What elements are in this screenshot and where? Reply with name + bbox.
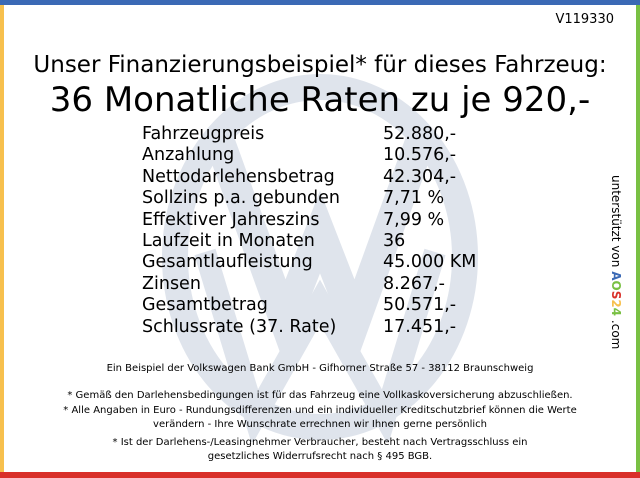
brand-letter: 4 xyxy=(609,307,623,317)
brand-letter: 2 xyxy=(609,299,623,308)
row-label: Nettodarlehensbetrag xyxy=(142,166,335,187)
row-label: Schlussrate (37. Rate) xyxy=(142,316,337,337)
brand-letter: A xyxy=(609,271,623,281)
row-label: Gesamtlaufleistung xyxy=(142,252,313,273)
row-value: 45.000 KM xyxy=(383,252,477,273)
row-label: Anzahlung xyxy=(142,145,235,166)
bank-line: Ein Beispiel der Volkswagen Bank GmbH - … xyxy=(106,363,534,374)
brand-letter: O xyxy=(609,280,623,291)
row-value: 50.571,- xyxy=(383,295,457,316)
row-value: 42.304,- xyxy=(383,166,457,187)
row-label: Gesamtbetrag xyxy=(142,295,268,316)
title-line2: 36 Monatliche Raten zu je 920,- xyxy=(49,80,591,120)
row-value: 52.880,- xyxy=(383,124,457,144)
row-label: Zinsen xyxy=(142,273,201,294)
title-line1: Unser Finanzierungsbeispiel* für dieses … xyxy=(33,52,607,78)
left-border xyxy=(0,5,4,473)
row-value: 10.576,- xyxy=(383,145,457,166)
row-value: 8.267,- xyxy=(383,273,445,294)
footnote: * Alle Angaben in Euro - Rundungsdiffere… xyxy=(63,405,577,430)
right-border xyxy=(636,5,640,473)
row-value: 36 xyxy=(383,230,406,251)
footnote: * Ist der Darlehens-/Leasingnehmer Verbr… xyxy=(112,437,528,462)
row-label: Effektiver Jahreszins xyxy=(142,209,320,230)
row-value: 17.451,- xyxy=(383,316,457,337)
row-label: Laufzeit in Monaten xyxy=(142,230,315,251)
bottom-border xyxy=(0,472,640,478)
row-label: Sollzins p.a. gebunden xyxy=(142,188,341,209)
footnote: * Gemäß den Darlehensbedingungen ist für… xyxy=(67,390,573,401)
vehicle-id: V119330 xyxy=(555,12,614,27)
vw-logo-icon xyxy=(162,74,478,442)
top-border xyxy=(0,0,640,5)
row-label: Fahrzeugpreis xyxy=(142,124,265,144)
row-value: 7,99 % xyxy=(383,209,445,230)
row-value: 7,71 % xyxy=(383,188,445,209)
sponsor-prefix: unterstützt von xyxy=(609,175,623,268)
sponsor-suffix: .com xyxy=(609,319,623,350)
sponsor-label: unterstützt von AOS24 .com xyxy=(604,175,628,355)
